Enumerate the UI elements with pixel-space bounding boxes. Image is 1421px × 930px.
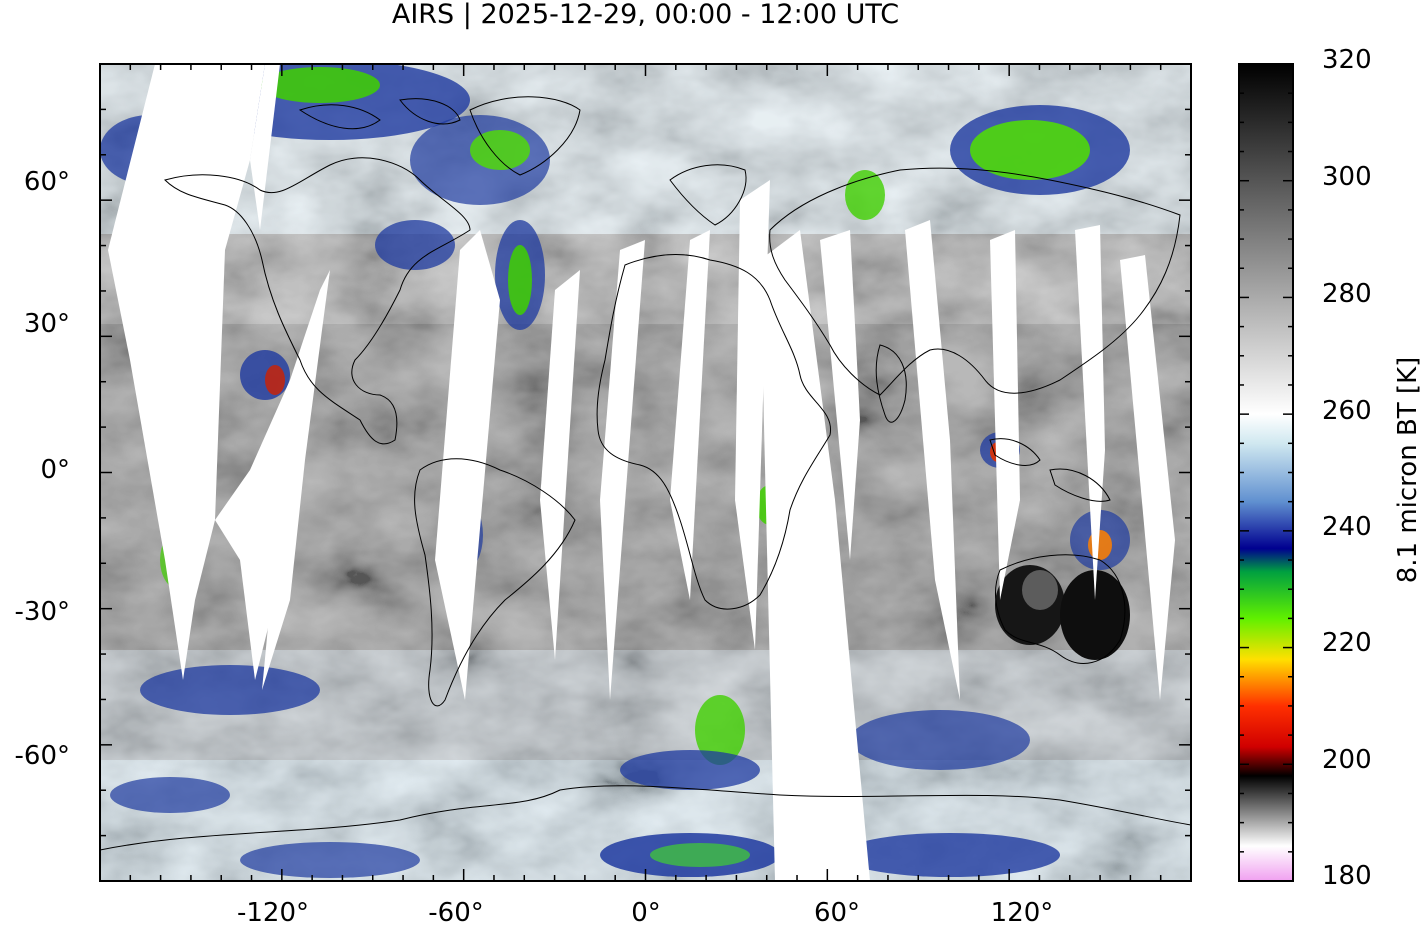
colorbar-tick-260: 260 bbox=[1322, 396, 1372, 426]
lat-label-minus30: -30° bbox=[14, 597, 70, 627]
lat-label-60: 60° bbox=[23, 167, 70, 197]
warm-surface-australia bbox=[995, 565, 1130, 660]
colorbar-tick-marks bbox=[1239, 63, 1293, 882]
colorbar-title: 8.1 micron BT [K] bbox=[1393, 356, 1421, 584]
colorbar-tick-200: 200 bbox=[1322, 745, 1372, 775]
map-title: AIRS | 2025-12-29, 00:00 - 12:00 UTC bbox=[391, 0, 900, 30]
lon-label-0: 0° bbox=[631, 898, 661, 928]
orbit-data-gaps bbox=[108, 64, 1175, 881]
colorbar bbox=[1239, 64, 1293, 881]
colorbar-tick-220: 220 bbox=[1322, 628, 1372, 658]
lat-label-30: 30° bbox=[23, 309, 70, 339]
colorbar-tick-240: 240 bbox=[1322, 512, 1372, 542]
lon-label-minus60: -60° bbox=[428, 898, 484, 928]
colorbar-tick-180: 180 bbox=[1322, 861, 1372, 891]
coastlines bbox=[100, 96, 1191, 851]
lat-label-minus60: -60° bbox=[14, 741, 70, 771]
brightness-temperature-field bbox=[100, 64, 1191, 881]
colorbar-tick-280: 280 bbox=[1322, 279, 1372, 309]
lat-label-0: 0° bbox=[40, 455, 70, 485]
lon-label-120: 120° bbox=[990, 898, 1054, 928]
lon-label-60: 60° bbox=[813, 898, 861, 928]
map-tick-marks bbox=[100, 64, 1191, 881]
colorbar-tick-300: 300 bbox=[1322, 162, 1372, 192]
colorbar-tick-320: 320 bbox=[1322, 45, 1372, 75]
lon-label-minus120: -120° bbox=[236, 898, 309, 928]
cold-cloud-areas bbox=[100, 64, 1130, 878]
